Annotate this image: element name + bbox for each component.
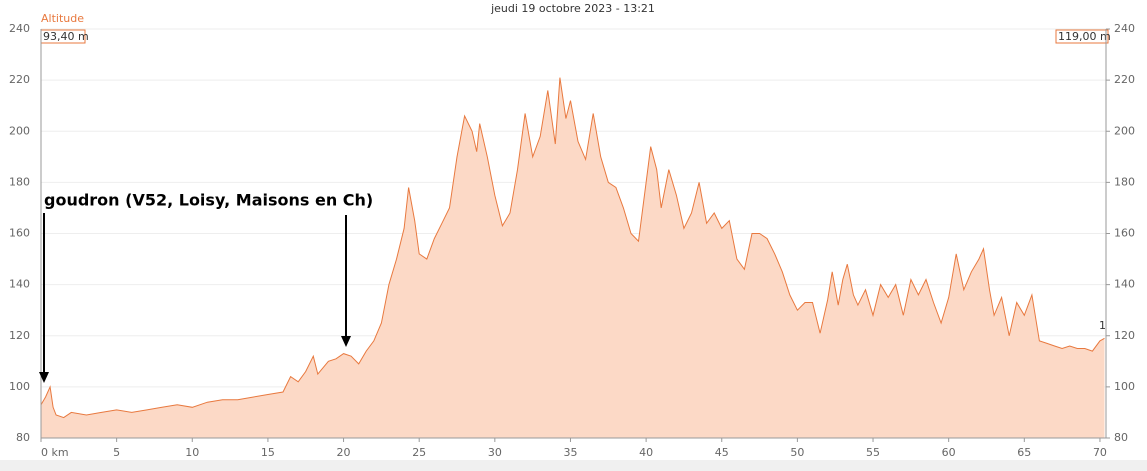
y2-tick-label: 120 [1114,329,1135,342]
y-tick-label: 160 [9,227,30,240]
y2-tick-label: 160 [1114,227,1135,240]
x-tick-label: 40 [639,446,653,459]
x-tick-label: 60 [942,446,956,459]
x-tick-label: 25 [412,446,426,459]
y-tick-label: 240 [9,22,30,35]
chart-title: jeudi 19 octobre 2023 - 13:21 [490,2,655,15]
y2-tick-label: 180 [1114,175,1135,188]
y2-tick-label: 240 [1114,22,1135,35]
x-tick-label: 35 [563,446,577,459]
x-tick-label: 15 [261,446,275,459]
annotation: goudron (V52, Loisy, Maisons en Ch) [44,191,373,210]
x-tick-label: 20 [337,446,351,459]
y-tick-label: 180 [9,175,30,188]
x-tick-label: 55 [866,446,880,459]
y2-tick-label: 80 [1114,431,1128,444]
end-box [1055,29,1109,44]
y-tick-label: 200 [9,124,30,137]
y-tick-label: 100 [9,380,30,393]
x-tick-label: 5 [113,446,120,459]
y2-tick-label: 220 [1114,73,1135,86]
x-tick-label: 45 [715,446,729,459]
arrows [39,213,351,383]
plot: 8010012014016018020022024080100120140160… [9,22,1135,459]
x-tick-label: 70 [1093,446,1107,459]
y-tick-label: 220 [9,73,30,86]
y-axis-label: Altitude [41,12,84,25]
scrollbar [0,460,1147,471]
y-tick-label: 140 [9,278,30,291]
y-tick-label: 120 [9,329,30,342]
y-tick-label: 80 [16,431,30,444]
x-tick-label: 10 [185,446,199,459]
x-tick-label: 50 [790,446,804,459]
x-tick-label: 65 [1017,446,1031,459]
x-tick-label: 30 [488,446,502,459]
y2-tick-label: 200 [1114,124,1135,137]
marker-label: 1 [1099,319,1106,332]
end-value: 119,00 m [1058,30,1111,43]
elevation-line [40,77,1105,419]
x-tick-label: 0 km [41,446,69,459]
elevation-area [41,77,1105,438]
y2-tick-label: 140 [1114,278,1135,291]
start-value: 93,40 m [43,30,89,43]
y2-tick-label: 100 [1114,380,1135,393]
